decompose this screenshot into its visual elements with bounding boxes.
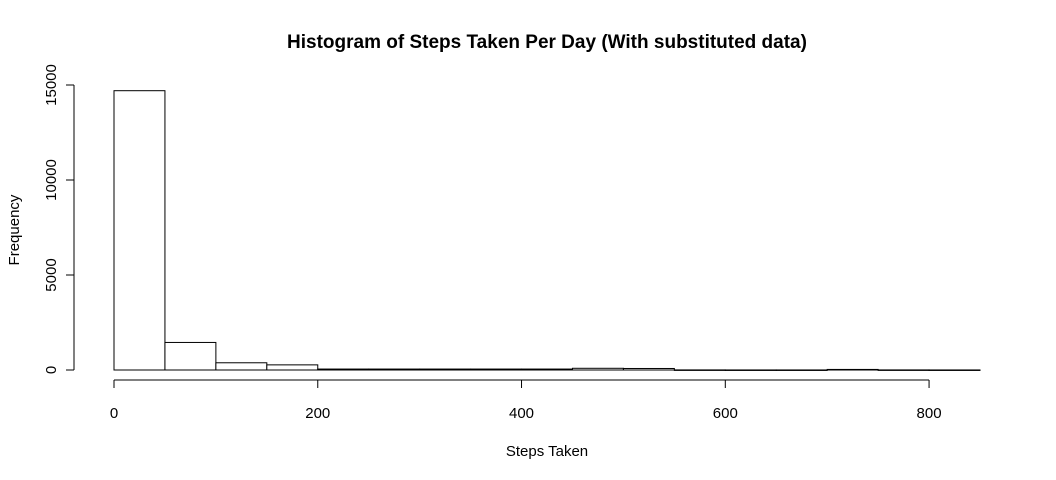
x-axis-label: Steps Taken <box>506 443 588 460</box>
histogram-bar-1 <box>164 341 217 371</box>
histogram-bar-12 <box>724 369 777 371</box>
x-tick-label-200: 200 <box>305 405 330 422</box>
histogram-bar-11 <box>673 369 726 371</box>
histogram-bar-13 <box>775 369 828 371</box>
histogram-bar-6 <box>419 368 472 371</box>
histogram-bar-15 <box>877 369 930 371</box>
y-tick-label-15000: 15000 <box>43 64 60 106</box>
x-tick-label-0: 0 <box>110 405 118 422</box>
histogram-bar-10 <box>622 367 675 371</box>
histogram-bar-14 <box>826 368 879 371</box>
histogram-bar-2 <box>215 362 268 371</box>
histogram-bar-5 <box>368 368 421 371</box>
histogram-bar-16 <box>928 369 981 371</box>
x-tick-label-800: 800 <box>917 405 942 422</box>
y-axis-label: Frequency <box>6 194 23 265</box>
histogram-bar-7 <box>470 368 523 371</box>
histogram-bar-0 <box>113 90 166 371</box>
histogram-bar-8 <box>521 368 573 371</box>
x-axis: 0 200 400 600 800 <box>110 379 942 422</box>
y-tick-label-0: 0 <box>43 366 60 374</box>
histogram-bar-4 <box>317 368 370 371</box>
y-tick-label-10000: 10000 <box>43 159 60 201</box>
histogram-bar-9 <box>571 367 624 371</box>
x-tick-label-400: 400 <box>509 405 534 422</box>
x-tick-label-600: 600 <box>713 405 738 422</box>
y-tick-label-5000: 5000 <box>43 258 60 291</box>
histogram-bar-3 <box>266 364 319 371</box>
chart-title: Histogram of Steps Taken Per Day (With s… <box>287 32 807 53</box>
y-axis: 0 5000 10000 15000 <box>43 64 75 374</box>
bars-group <box>113 90 981 371</box>
